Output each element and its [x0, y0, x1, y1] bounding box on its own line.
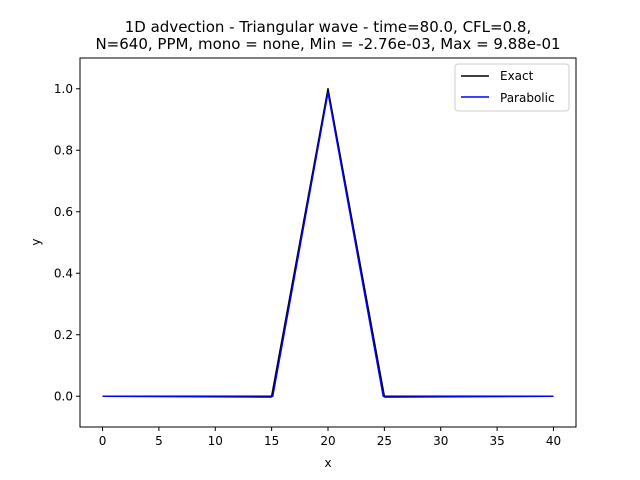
y-tick-label: 0.4	[54, 266, 73, 280]
x-tick-label: 5	[155, 434, 163, 448]
y-tick-label: 0.0	[54, 389, 73, 403]
legend-label-parabolic: Parabolic	[500, 91, 555, 105]
x-tick-label: 30	[433, 434, 448, 448]
x-tick-label: 35	[489, 434, 504, 448]
plot-area: 0 5 10 15 20 25 30 35 40 0.0 0.2 0.4 0.6 0.8 1.0	[54, 57, 577, 448]
x-tick-label: 40	[546, 434, 561, 448]
x-tick-label: 10	[208, 434, 223, 448]
x-tick-label: 0	[99, 434, 107, 448]
chart-title-line-2: N=640, PPM, mono = none, Min = -2.76e-03…	[95, 35, 560, 53]
series-lines	[102, 88, 554, 398]
y-tick-label: 0.2	[54, 328, 73, 342]
x-tick-label: 15	[264, 434, 279, 448]
y-tick-label: 0.8	[54, 143, 73, 157]
x-axis: 0 5 10 15 20 25 30 35 40	[99, 427, 561, 448]
chart-title-line-1: 1D advection - Triangular wave - time=80…	[125, 18, 531, 36]
axes-frame	[79, 57, 577, 428]
y-tick-label: 1.0	[54, 82, 73, 96]
x-tick-label: 20	[320, 434, 335, 448]
x-axis-label: x	[324, 456, 331, 470]
legend-label-exact: Exact	[500, 69, 534, 83]
y-tick-label: 0.6	[54, 205, 73, 219]
legend: Exact Parabolic	[454, 63, 570, 112]
x-tick-label: 25	[377, 434, 392, 448]
y-axis: 0.0 0.2 0.4 0.6 0.8 1.0	[54, 82, 80, 403]
series-line-parabolic	[102, 91, 554, 398]
y-axis-label: y	[29, 238, 43, 245]
